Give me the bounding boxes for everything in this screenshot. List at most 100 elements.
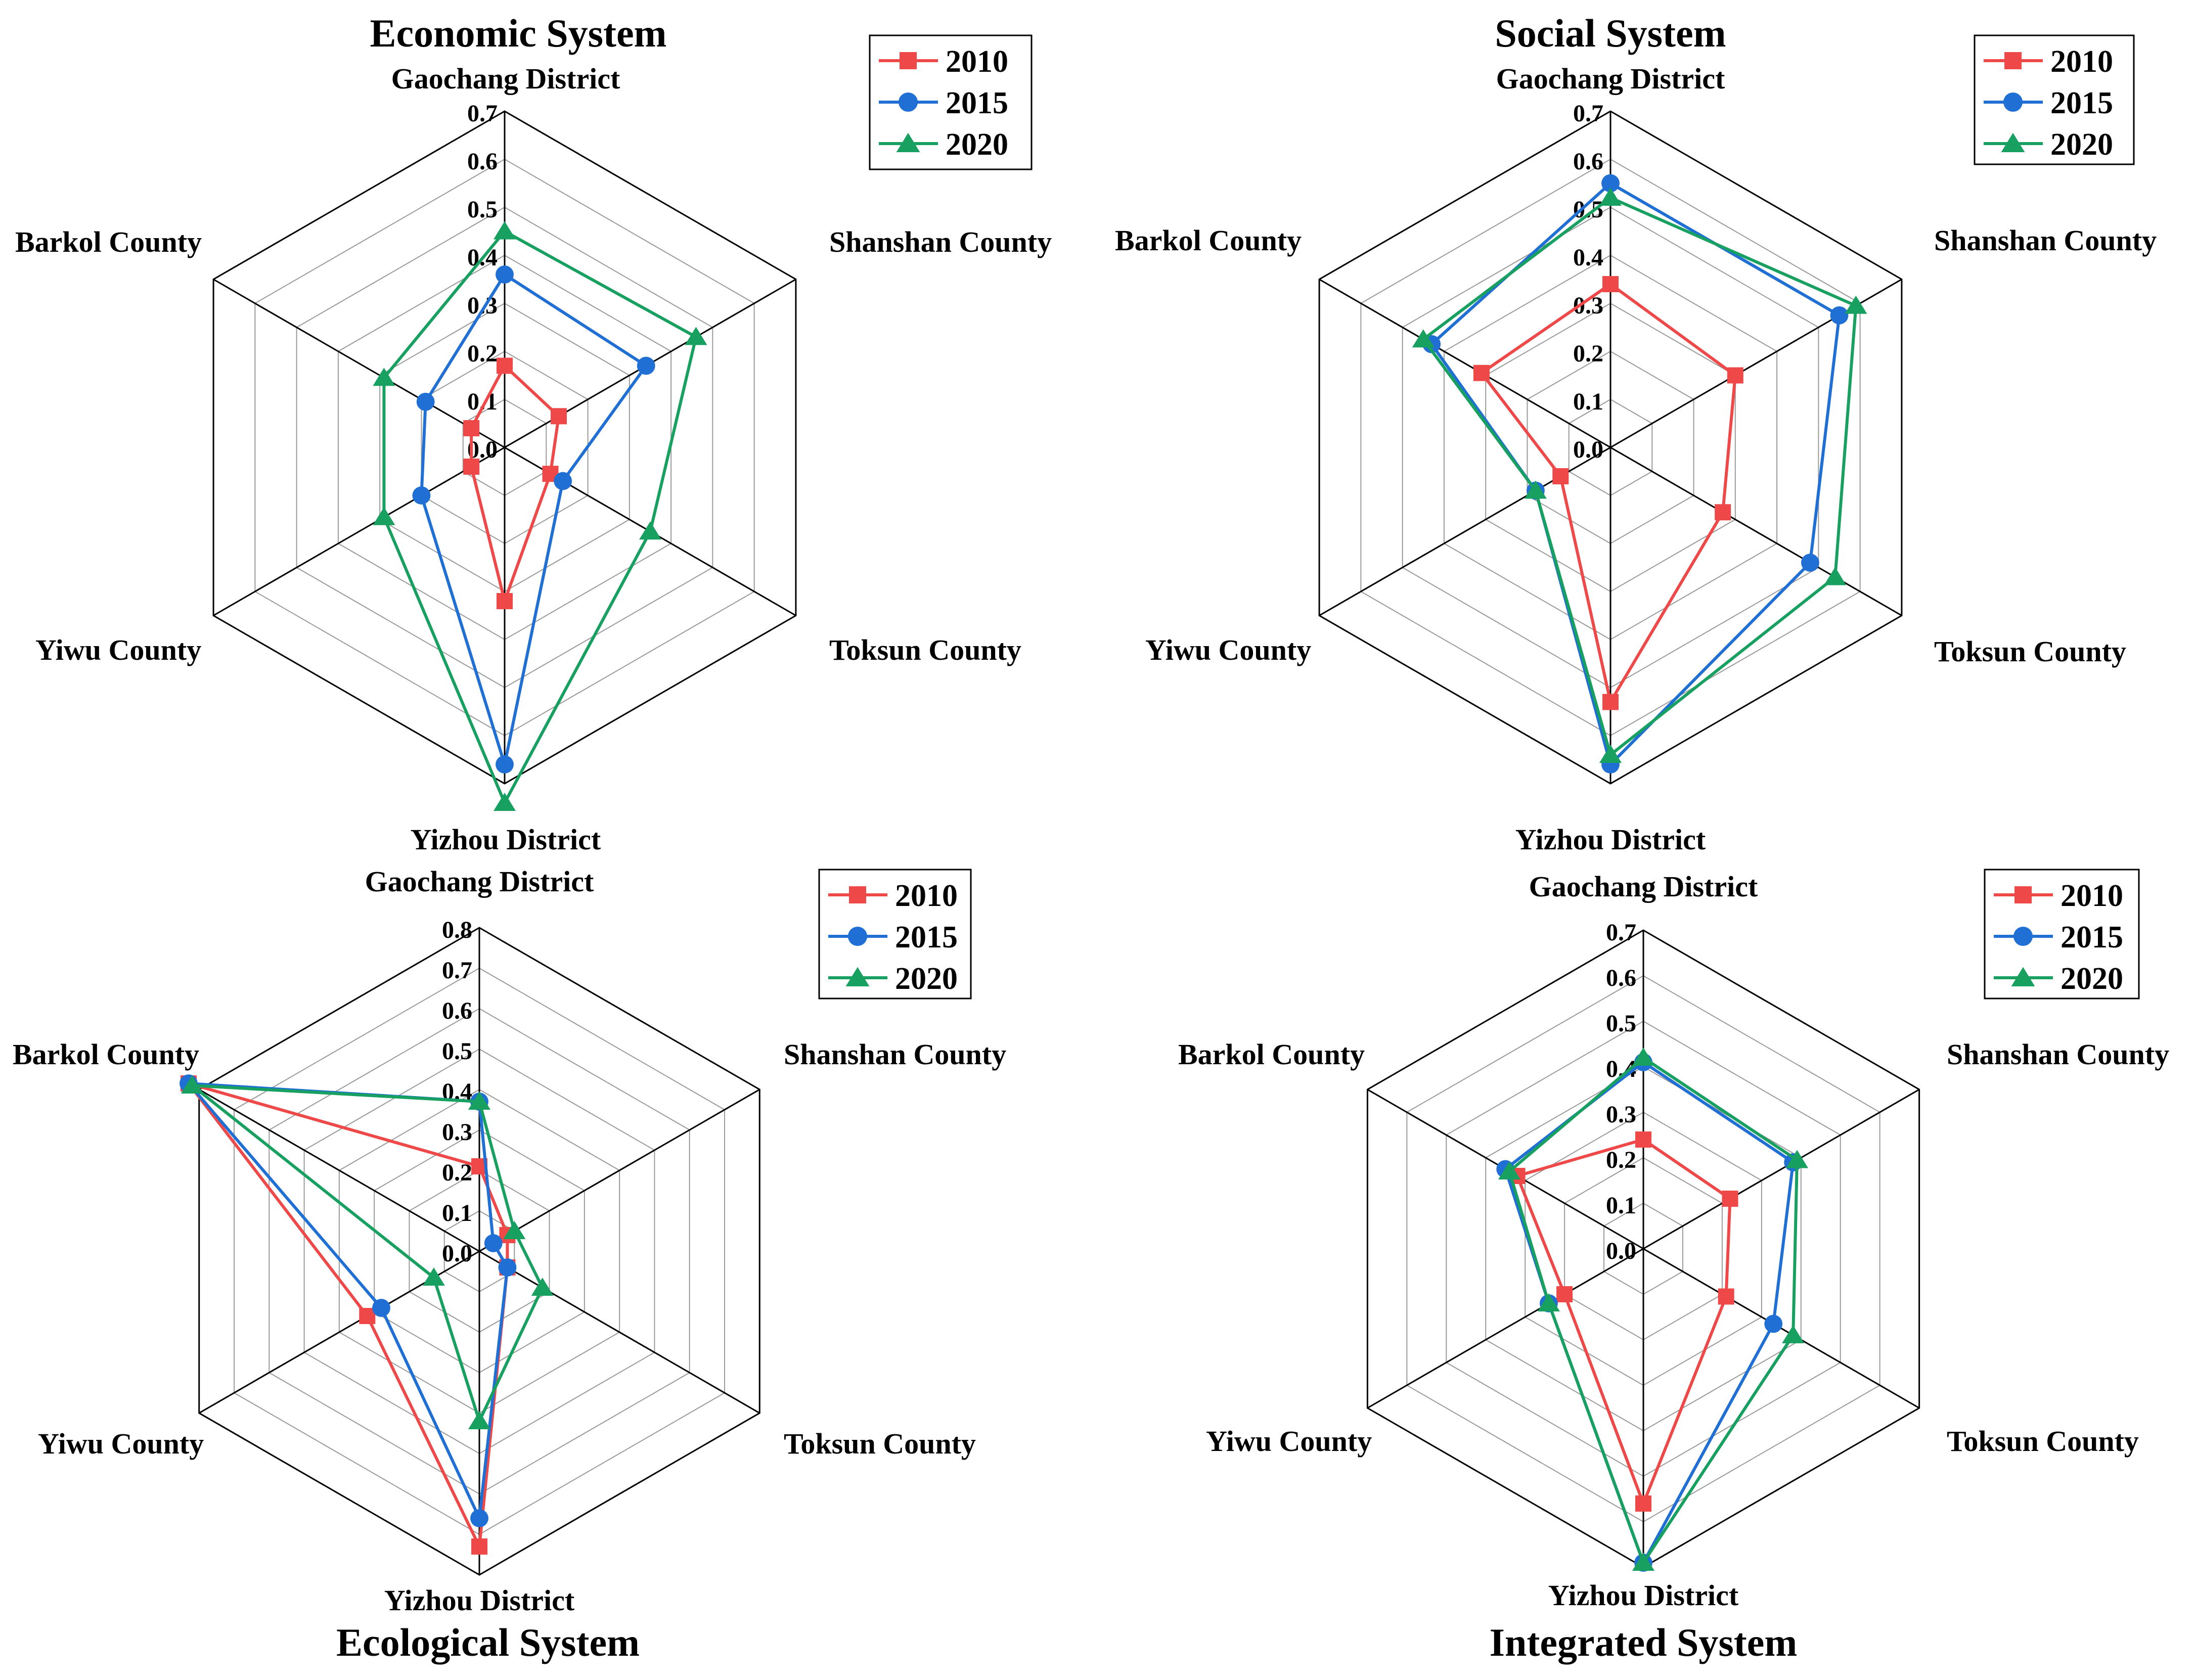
radial-tick-label: 0.2 [467, 340, 498, 367]
legend-label: 2015 [2050, 86, 2113, 120]
axis-spoke [1610, 446, 1902, 616]
axis-label: Yizhou District [384, 1584, 575, 1617]
data-point [639, 521, 661, 540]
legend-label: 2020 [895, 962, 958, 996]
axis-label: Barkol County [1178, 1038, 1365, 1071]
legend-label: 2010 [946, 44, 1008, 79]
data-point [496, 265, 514, 284]
data-point [463, 459, 480, 475]
radial-tick-label: 0.7 [467, 100, 498, 127]
radial-tick-label: 0.1 [467, 388, 498, 415]
legend-swatch-marker [2013, 926, 2033, 946]
legend-swatch-marker [898, 92, 918, 112]
axis-spoke [1643, 1248, 1920, 1409]
data-point [496, 755, 514, 774]
radial-tick-label: 0.3 [1606, 1101, 1636, 1128]
data-point [373, 368, 395, 386]
radial-tick-label: 0.2 [1573, 340, 1603, 367]
radial-tick-label: 0.6 [1573, 148, 1603, 175]
axis-label: Gaochang District [391, 62, 620, 95]
axis-label: Yizhou District [1548, 1579, 1739, 1612]
data-point [1601, 174, 1620, 193]
data-point [1537, 1293, 1560, 1311]
axis-label: Toksun County [1947, 1425, 2139, 1458]
axis-label: Shanshan County [1947, 1038, 2169, 1071]
data-point [372, 1299, 390, 1317]
radial-tick-label: 0.7 [1573, 100, 1603, 127]
radial-tick-label: 0.6 [467, 148, 498, 175]
data-point [1632, 1553, 1654, 1571]
radial-tick-label: 0.0 [1573, 436, 1603, 463]
data-point [471, 1538, 487, 1555]
radial-tick-label: 0.1 [1573, 388, 1603, 415]
legend-swatch-marker [2004, 52, 2022, 69]
legend-swatch-marker [2014, 886, 2032, 903]
legend-swatch-marker [2003, 92, 2023, 112]
axis-label: Yizhou District [411, 823, 601, 856]
legend-label: 2020 [2050, 127, 2113, 162]
axis-label: Barkol County [15, 225, 202, 258]
legend-swatch-marker [845, 967, 870, 986]
data-point [422, 1267, 445, 1286]
data-point [1552, 468, 1569, 484]
axis-spoke [198, 1088, 480, 1252]
data-point [1824, 567, 1847, 585]
data-point [373, 507, 395, 525]
data-point [1599, 745, 1622, 763]
data-point [1785, 1150, 1808, 1168]
radial-tick-label: 0.5 [442, 1038, 472, 1065]
axis-spoke [213, 446, 505, 616]
radial-tick-label: 0.5 [1573, 196, 1603, 223]
data-point [1845, 295, 1867, 314]
data-point [1635, 1495, 1651, 1512]
data-point [503, 1221, 526, 1239]
data-point [637, 356, 655, 375]
radial-tick-label: 0.7 [1606, 919, 1636, 946]
chart-title: Ecological System [336, 1620, 640, 1664]
legend-swatch-marker [2001, 132, 2025, 152]
radial-tick-label: 0.7 [442, 957, 472, 984]
data-point [497, 357, 513, 374]
radial-tick-label: 0.8 [442, 917, 472, 943]
axis-label: Gaochang District [365, 865, 594, 898]
data-point [1602, 276, 1619, 292]
axis-label: Yiwu County [1145, 633, 1311, 666]
data-point [1599, 188, 1622, 206]
data-point [470, 1509, 488, 1527]
axis-spoke [1319, 279, 1611, 448]
data-point [1635, 1131, 1651, 1148]
axis-spoke [1643, 1088, 1920, 1250]
data-point [1782, 1325, 1805, 1343]
axis-label: Shanshan County [1934, 224, 2157, 257]
legend-label: 2010 [2050, 44, 2113, 79]
legend-swatch-marker [847, 926, 868, 946]
data-point [531, 1278, 554, 1296]
legend: 2010 2015 2020 [1984, 869, 2140, 1000]
data-point [1602, 694, 1619, 710]
legend-swatch-marker [900, 52, 917, 69]
data-point [497, 593, 513, 609]
axis-label: Gaochang District [1529, 870, 1758, 903]
legend-label: 2020 [2061, 962, 2123, 996]
radial-tick-label: 0.2 [1606, 1147, 1636, 1173]
axis-spoke [213, 279, 505, 448]
axis-label: Toksun County [1934, 635, 2126, 668]
radial-tick-label: 0.5 [1606, 1010, 1636, 1037]
legend-swatch-marker [2011, 967, 2035, 986]
data-point [1727, 367, 1743, 384]
radial-tick-label: 0.6 [1606, 965, 1636, 991]
axis-spoke [1367, 1248, 1644, 1409]
data-point [550, 408, 567, 425]
radial-tick-label: 0.0 [442, 1240, 472, 1267]
data-point [468, 1092, 490, 1110]
data-point [1412, 329, 1435, 348]
radial-tick-label: 0.0 [1606, 1238, 1636, 1264]
axis-label: Yiwu County [35, 633, 201, 666]
data-point [494, 221, 516, 240]
data-point [484, 1234, 503, 1252]
legend-swatch-marker [896, 132, 920, 152]
axis-label: Barkol County [1115, 224, 1302, 257]
